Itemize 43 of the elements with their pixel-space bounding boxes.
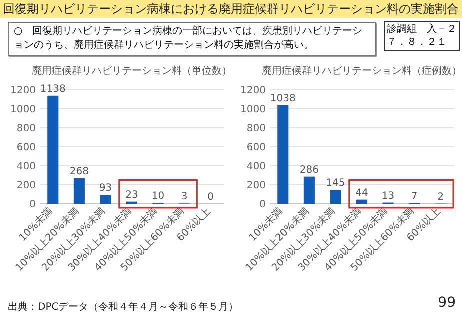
bar bbox=[100, 195, 112, 204]
y-tick-label: 1000 bbox=[10, 104, 36, 116]
data-label: 1138 bbox=[40, 84, 66, 95]
y-tick-label: 200 bbox=[16, 180, 36, 192]
bar bbox=[304, 176, 315, 204]
data-label: 0 bbox=[208, 192, 214, 203]
y-tick-label: 1200 bbox=[240, 86, 266, 96]
source-note: 出典：DPCデータ（令和４年４月～令和６年５月） bbox=[8, 300, 239, 314]
data-label: 1038 bbox=[270, 93, 296, 104]
bar bbox=[330, 190, 342, 204]
data-label: 3 bbox=[181, 192, 188, 203]
y-tick-label: 600 bbox=[246, 142, 266, 154]
chart-title: 廃用症候群リハビリテーション料（単位数） bbox=[32, 65, 232, 77]
data-label: 10 bbox=[152, 191, 165, 202]
data-label: 13 bbox=[382, 190, 395, 202]
text: 診調組 入－２ bbox=[387, 23, 457, 36]
bar bbox=[48, 96, 59, 204]
data-label: 268 bbox=[70, 166, 89, 178]
y-tick-label: 1200 bbox=[10, 86, 36, 96]
data-label: 93 bbox=[99, 183, 112, 194]
bar bbox=[356, 200, 368, 204]
text: ７．８．２１ bbox=[387, 36, 448, 49]
data-label: 286 bbox=[300, 164, 319, 176]
y-tick-label: 400 bbox=[16, 162, 36, 172]
y-tick-label: 400 bbox=[246, 162, 266, 172]
y-tick-label: 0 bbox=[30, 200, 36, 210]
chart-title: 廃用症候群リハビリテーション料（症例数） bbox=[262, 65, 462, 77]
text: ○ 回復期リハビリテーション病棟の一部においては、疾患別リハビリテーションのうち、廃用症候群リハビリテーション料の実施割合が高い。 bbox=[8, 22, 376, 56]
data-label: 2 bbox=[438, 192, 444, 203]
data-label: 145 bbox=[326, 178, 346, 190]
y-tick-label: 800 bbox=[16, 124, 36, 134]
bar bbox=[74, 178, 85, 204]
y-tick-label: 600 bbox=[16, 142, 36, 154]
data-label: 7 bbox=[411, 191, 418, 202]
y-tick-label: 200 bbox=[246, 180, 266, 192]
data-label: 44 bbox=[356, 188, 368, 199]
text: 99 bbox=[437, 295, 456, 311]
y-tick-label: 800 bbox=[246, 124, 266, 134]
y-tick-label: 1000 bbox=[240, 104, 266, 116]
bar bbox=[278, 105, 289, 204]
text: 回復期リハビリテーション病棟における廃用症候群リハビリテーション料の実施割合 bbox=[0, 0, 462, 18]
y-tick-label: 0 bbox=[260, 200, 266, 210]
data-label: 23 bbox=[126, 190, 138, 201]
